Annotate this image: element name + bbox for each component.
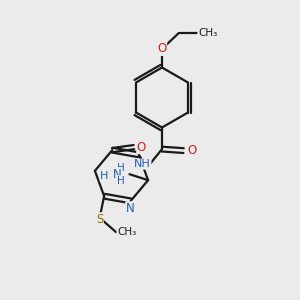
Text: NH: NH bbox=[134, 159, 151, 169]
Text: O: O bbox=[137, 141, 146, 154]
Text: O: O bbox=[188, 144, 196, 157]
Text: H: H bbox=[117, 163, 125, 172]
Text: N: N bbox=[126, 202, 134, 215]
Text: H: H bbox=[100, 171, 109, 181]
Text: O: O bbox=[158, 42, 166, 56]
Text: CH₃: CH₃ bbox=[198, 28, 217, 38]
Text: H: H bbox=[117, 176, 125, 186]
Text: CH₃: CH₃ bbox=[117, 227, 136, 237]
Text: S: S bbox=[96, 213, 103, 226]
Text: N: N bbox=[112, 168, 121, 181]
